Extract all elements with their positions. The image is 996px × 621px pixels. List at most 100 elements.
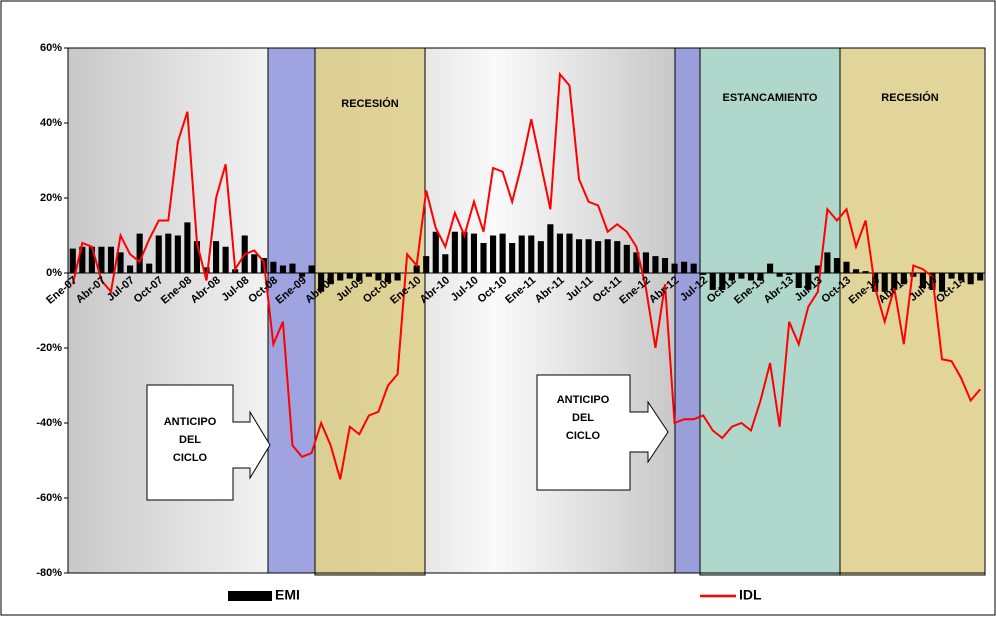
bar (346, 273, 353, 279)
bar (423, 256, 430, 273)
bar (652, 256, 659, 273)
bar (709, 273, 716, 290)
bar (203, 267, 210, 273)
bar (327, 273, 334, 285)
bar (852, 269, 860, 273)
bar (251, 254, 258, 273)
bar (490, 235, 497, 273)
bar (795, 273, 802, 288)
y-tick-label: 20% (40, 192, 62, 204)
bar (843, 261, 850, 273)
bar (165, 233, 172, 273)
callout-text: CICLO (566, 430, 601, 442)
bar (700, 273, 707, 275)
y-tick-label: -20% (36, 342, 62, 354)
bar (69, 248, 76, 273)
bar (136, 233, 143, 273)
bar (480, 243, 487, 273)
bar (356, 273, 363, 281)
bar (614, 241, 621, 273)
bar (881, 273, 888, 292)
callout-text: DEL (572, 412, 594, 424)
callout-text: ANTICIPO (164, 416, 217, 428)
legend-label: EMI (275, 587, 300, 603)
plot-frame (67, 47, 986, 574)
bar (786, 273, 793, 275)
bar (747, 273, 755, 281)
bar (470, 233, 478, 273)
bar (977, 273, 984, 281)
bar (318, 273, 325, 292)
bar (193, 241, 201, 273)
callout-text: ANTICIPO (557, 394, 610, 406)
y-tick-label: 40% (40, 117, 62, 129)
bar (375, 273, 382, 281)
bar (394, 273, 401, 281)
bar (518, 235, 525, 273)
bar (824, 252, 831, 273)
bar (98, 246, 105, 273)
bar (155, 235, 162, 273)
bar (509, 243, 516, 273)
bar (661, 258, 669, 273)
bar (127, 265, 134, 273)
line (71, 71, 981, 480)
bar (184, 222, 191, 273)
bar (776, 273, 783, 277)
region-box (674, 47, 701, 574)
bar (413, 265, 420, 273)
bar (575, 239, 583, 273)
bar (547, 224, 554, 273)
bar (814, 265, 821, 273)
bar (566, 233, 573, 273)
bar (232, 269, 239, 273)
bar (728, 273, 735, 281)
bar (919, 273, 926, 288)
bar (107, 246, 115, 273)
bar (604, 239, 611, 273)
bar (900, 273, 907, 285)
bar (585, 239, 592, 273)
y-tick-label: 60% (40, 42, 62, 54)
bar (337, 273, 344, 281)
y-tick-label: 0% (46, 267, 62, 279)
bar (298, 273, 306, 277)
bar (805, 273, 812, 290)
region-box (839, 47, 986, 576)
bar (642, 252, 649, 273)
bar (528, 235, 535, 273)
bar (681, 261, 688, 273)
bar (757, 273, 764, 281)
bar (222, 246, 229, 273)
bar (308, 265, 315, 273)
legend-label: IDL (739, 587, 762, 603)
bar (537, 241, 544, 273)
region-box (267, 47, 316, 574)
bar (289, 263, 296, 273)
bar (633, 252, 640, 273)
bar (671, 263, 678, 273)
callout-text: CICLO (173, 452, 208, 464)
bar (384, 273, 392, 283)
region-label: ESTANCAMIENTO (723, 92, 818, 104)
bar (948, 273, 955, 279)
bar (432, 231, 439, 273)
bar (88, 246, 95, 273)
bar (862, 271, 869, 273)
callout-arrow (536, 374, 669, 491)
bar (690, 263, 697, 273)
bar (461, 231, 468, 273)
bar (595, 241, 602, 273)
bar (719, 273, 726, 290)
legend-swatch (228, 591, 272, 601)
region-box (699, 47, 841, 576)
callout-arrow (146, 384, 271, 501)
bar (442, 254, 449, 273)
bar (451, 231, 458, 273)
bar (174, 235, 181, 273)
bar (833, 258, 840, 273)
y-tick-label: -80% (36, 567, 62, 579)
region-label: RECESIÓN (881, 91, 939, 104)
